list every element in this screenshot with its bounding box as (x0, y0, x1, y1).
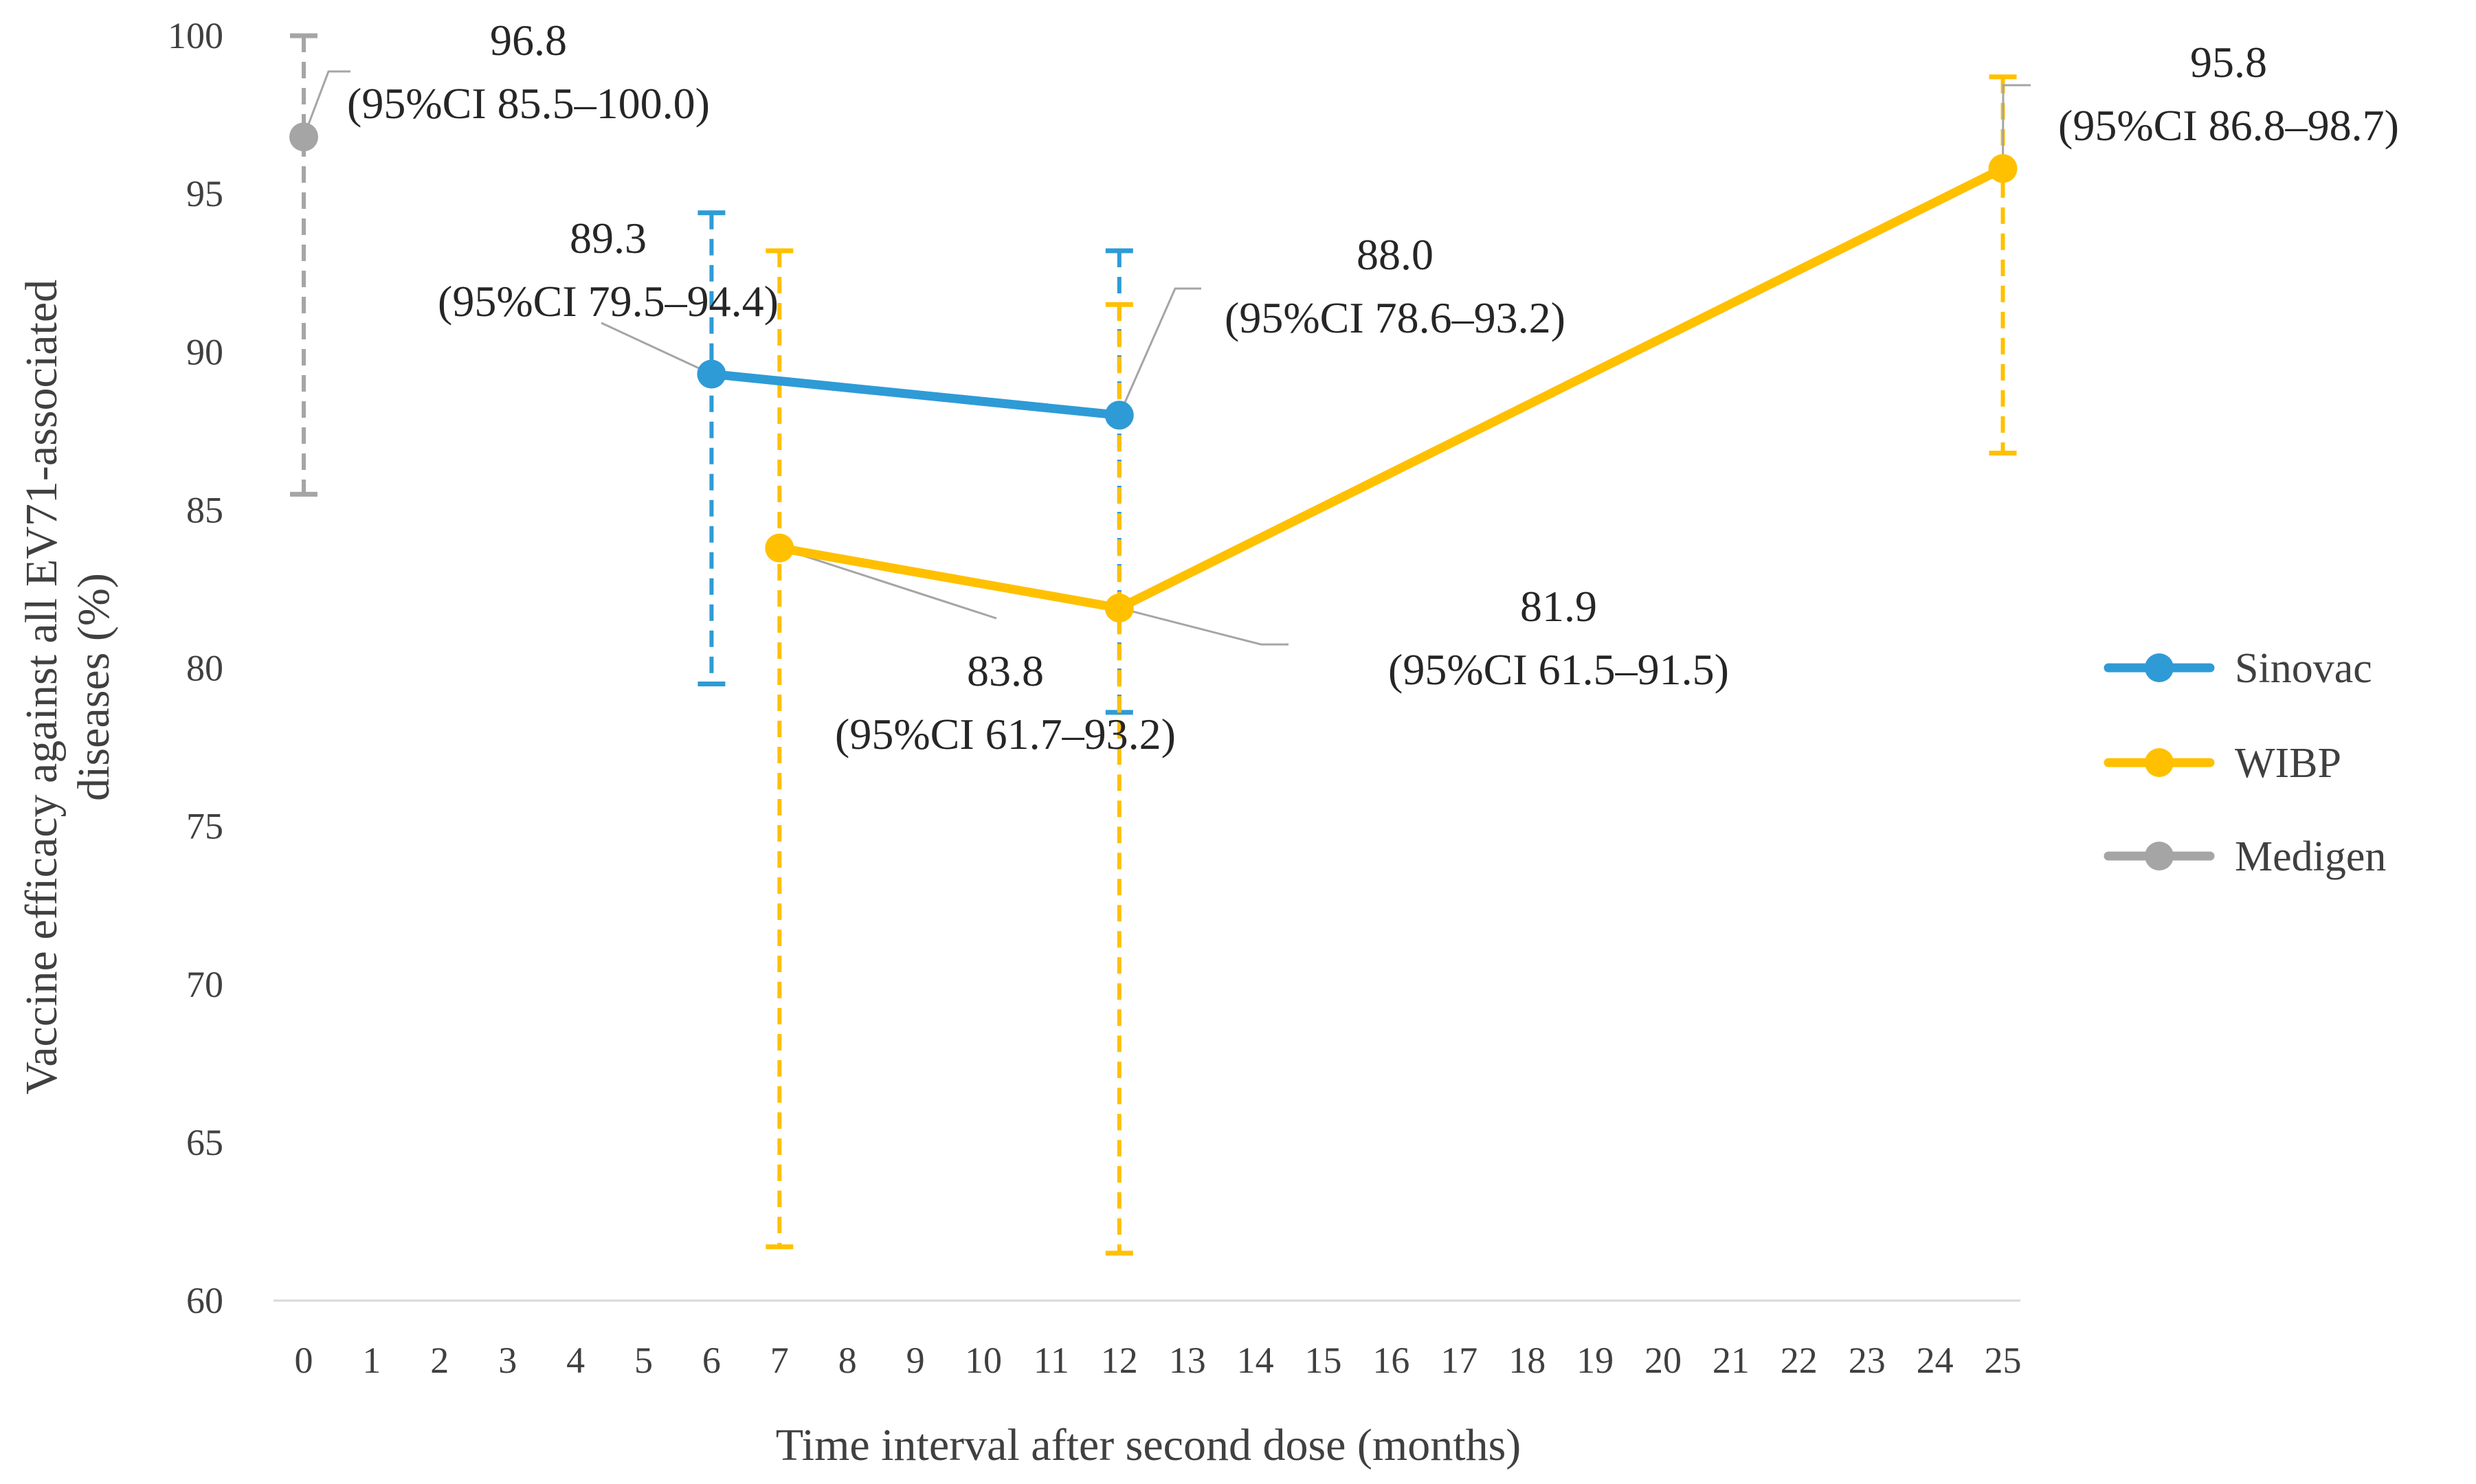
x-tick-label: 24 (1917, 1340, 1954, 1381)
legend-label: WIBP (2235, 740, 2341, 787)
annotation-ci: (95%CI 61.7–93.2) (835, 710, 1176, 758)
data-point-sinovac (1104, 401, 1134, 430)
leader-line (302, 70, 350, 137)
annotation-value: 81.9 (1520, 582, 1597, 631)
y-tick-label: 100 (168, 15, 223, 56)
data-point-sinovac (697, 359, 726, 389)
annotation-value: 89.3 (570, 214, 647, 262)
series-lines (289, 122, 2018, 623)
x-tick-label: 19 (1576, 1340, 1614, 1381)
data-point-wibp (765, 533, 794, 563)
error-bar-wibp (1105, 302, 1133, 1256)
x-tick-label: 13 (1169, 1340, 1206, 1381)
annotation-sinovac: 88.0 (95%CI 78.6–93.2) (1225, 230, 1565, 342)
error-bar-wibp (766, 248, 794, 1250)
annotation-ci: (95%CI 86.8–98.7) (2058, 101, 2399, 150)
annotation-value: 88.0 (1357, 230, 1434, 279)
y-tick-label: 90 (186, 331, 223, 372)
annotation-ci: (95%CI 79.5–94.4) (438, 277, 779, 326)
legend-swatch-marker (2145, 842, 2174, 870)
legend-label: Sinovac (2235, 645, 2372, 692)
x-tick-label: 0 (295, 1340, 313, 1381)
x-tick-label: 15 (1305, 1340, 1342, 1381)
x-tick-label: 25 (1985, 1340, 2022, 1381)
leader-line (779, 547, 997, 620)
y-axis-title: Vaccine efficacy against all EV71-associ… (16, 280, 119, 1094)
y-axis-title-line: Vaccine efficacy against all EV71-associ… (16, 280, 67, 1094)
y-axis-title-line: diseases (%) (69, 573, 119, 801)
data-point-wibp (1104, 594, 1134, 623)
data-point-medigen (289, 122, 318, 152)
annotation-ci: (95%CI 78.6–93.2) (1225, 293, 1565, 342)
y-tick-label: 60 (186, 1280, 223, 1321)
x-tick-label: 2 (430, 1340, 449, 1381)
annotation-wibp: 83.8 (95%CI 61.7–93.2) (835, 647, 1176, 758)
x-tick-label: 9 (906, 1340, 925, 1381)
legend-swatch-marker (2145, 653, 2174, 682)
leader-line (601, 322, 713, 375)
x-tick-label: 16 (1372, 1340, 1409, 1381)
x-tick-label: 20 (1644, 1340, 1682, 1381)
legend-swatch-marker (2145, 748, 2174, 777)
x-tick-label: 14 (1237, 1340, 1274, 1381)
data-annotations: 96.8 (95%CI 85.5–100.0) 89.3 (95%CI 79.5–94… (347, 16, 2399, 758)
annotation-leader-lines (302, 70, 2031, 646)
y-tick-label: 75 (186, 806, 223, 847)
y-tick-label: 65 (186, 1122, 223, 1163)
leader-line (2002, 84, 2031, 169)
data-point-wibp (1988, 154, 2018, 183)
x-tick-label: 17 (1440, 1340, 1477, 1381)
annotation-value: 95.8 (2190, 38, 2267, 87)
x-tick-label: 6 (702, 1340, 721, 1381)
x-tick-label: 8 (838, 1340, 857, 1381)
annotation-wibp: 95.8 (95%CI 86.8–98.7) (2058, 38, 2399, 150)
x-tick-label: 22 (1781, 1340, 1818, 1381)
annotation-ci: (95%CI 85.5–100.0) (347, 79, 710, 128)
annotation-wibp: 81.9 (95%CI 61.5–91.5) (1388, 582, 1729, 694)
legend-item-medigen: Medigen (2104, 833, 2386, 880)
legend: Sinovac WIBP Medigen (2104, 645, 2386, 880)
y-tick-label: 70 (186, 964, 223, 1005)
annotation-medigen: 96.8 (95%CI 85.5–100.0) (347, 16, 710, 128)
y-tick-label: 95 (186, 173, 223, 214)
error-bar-medigen (290, 33, 317, 497)
x-tick-label: 4 (566, 1340, 585, 1381)
annotation-sinovac: 89.3 (95%CI 79.5–94.4) (438, 214, 779, 326)
y-tick-label: 80 (186, 648, 223, 689)
legend-item-wibp: WIBP (2104, 740, 2341, 787)
error-bars (290, 33, 2017, 1256)
x-tick-label: 10 (965, 1340, 1002, 1381)
annotation-value: 83.8 (967, 647, 1044, 695)
series-line-sinovac (706, 369, 1124, 420)
annotation-ci: (95%CI 61.5–91.5) (1388, 645, 1729, 694)
legend-label: Medigen (2235, 833, 2386, 880)
annotation-value: 96.8 (490, 16, 567, 65)
x-tick-label: 11 (1034, 1340, 1069, 1381)
leader-line (1119, 607, 1289, 646)
leader-line (1118, 287, 1201, 416)
x-tick-label: 7 (770, 1340, 789, 1381)
legend-item-sinovac: Sinovac (2104, 645, 2372, 692)
x-tick-label: 21 (1713, 1340, 1750, 1381)
x-tick-label: 23 (1849, 1340, 1886, 1381)
y-tick-label: 85 (186, 489, 223, 530)
x-axis-title: Time interval after second dose (months) (776, 1420, 1521, 1470)
x-tick-label: 3 (498, 1340, 517, 1381)
x-tick-label: 12 (1101, 1340, 1138, 1381)
error-bar-sinovac (698, 210, 726, 687)
x-tick-label: 1 (362, 1340, 381, 1381)
x-tick-label: 18 (1508, 1340, 1546, 1381)
x-tick-label: 5 (634, 1340, 653, 1381)
